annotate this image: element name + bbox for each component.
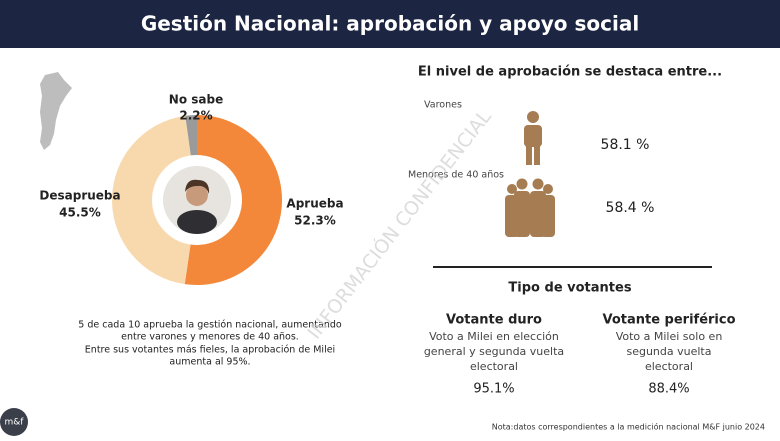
highlight-title: El nivel de aprobación se destaca entre.… (418, 65, 722, 80)
voter-desc: general y segunda vuelta (424, 345, 564, 358)
note-line: entre varones y menores de 40 años. (121, 332, 299, 343)
label-name: No sabe (169, 93, 223, 107)
photo-hair (185, 179, 210, 194)
logo: m&f (5, 418, 25, 428)
note-line: aumenta al 95%. (169, 357, 250, 368)
header-bar (0, 0, 780, 48)
group-label: Menores de 40 años (408, 170, 504, 181)
voters-title: Tipo de votantes (508, 281, 631, 296)
voter-desc: Voto a Milei solo en (616, 330, 723, 343)
label-value: 2.2% (179, 109, 212, 123)
note-line: Entre sus votantes más fieles, la aproba… (85, 345, 335, 356)
slide-title: Gestión Nacional: aprobación y apoyo soc… (141, 12, 639, 36)
voter-name: Votante duro (446, 313, 542, 328)
map-icon (40, 72, 72, 150)
donut-slice (184, 115, 282, 285)
person-icon (524, 111, 542, 165)
label-name: Desaprueba (39, 189, 120, 203)
voter-desc: electoral (470, 360, 518, 373)
label-name: Aprueba (286, 197, 343, 211)
photo-face (186, 184, 208, 206)
group-label: Varones (424, 100, 462, 111)
note-line: 5 de cada 10 aprueba la gestión nacional… (78, 320, 342, 331)
voter-desc: electoral (645, 360, 693, 373)
donut-slice (111, 115, 191, 285)
voter-name: Votante periférico (602, 313, 735, 328)
group-value: 58.1 % (601, 137, 650, 153)
group-icon (505, 178, 555, 237)
donut-slice (185, 115, 197, 156)
note: 5 de cada 10 aprueba la gestión nacional… (78, 320, 342, 368)
photo-suit (177, 210, 217, 234)
footnote: Nota:datos correspondientes a la medició… (492, 422, 765, 432)
group-value: 58.4 % (606, 200, 655, 216)
voter-desc: Voto a Milei en elección (429, 330, 559, 343)
label-value: 45.5% (59, 206, 101, 220)
logo-circle (0, 408, 28, 436)
label-value: 52.3% (294, 214, 336, 228)
voter-value: 88.4% (648, 382, 689, 397)
donut-chart (111, 115, 282, 285)
voter-desc: segunda vuelta (626, 345, 711, 358)
voter-value: 95.1% (473, 382, 514, 397)
